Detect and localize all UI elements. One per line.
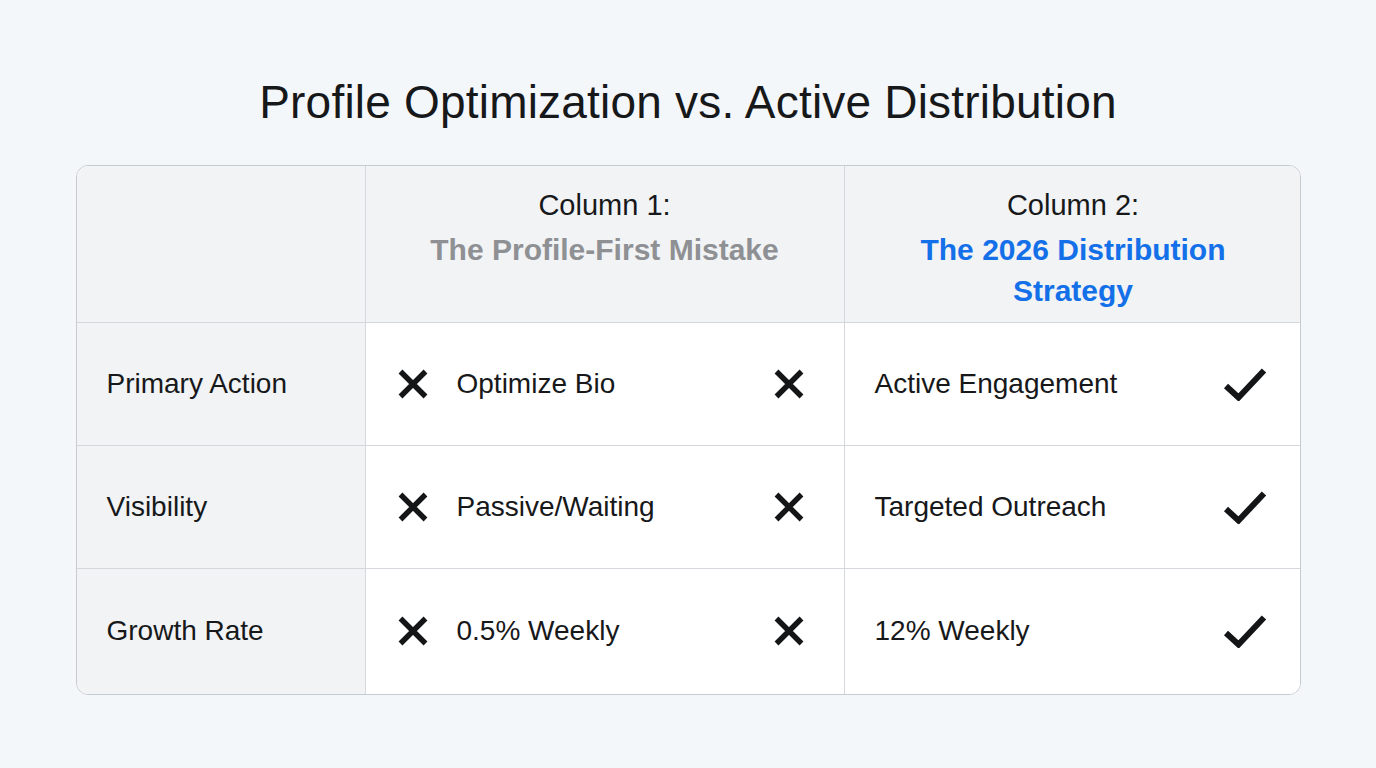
x-icon bbox=[772, 490, 806, 524]
cell-value: Optimize Bio bbox=[457, 368, 616, 400]
column-2-header-label: Column 2: bbox=[885, 187, 1262, 225]
row-label-growth-rate: Growth Rate bbox=[77, 569, 366, 694]
column-2-header: Column 2: The 2026 Distribution Strategy bbox=[845, 166, 1301, 323]
x-icon bbox=[396, 490, 430, 524]
check-icon bbox=[1222, 367, 1268, 401]
check-icon bbox=[1222, 614, 1268, 648]
column-1-header-sublabel: The Profile-First Mistake bbox=[406, 229, 804, 270]
cell-visibility-strategy: Targeted Outreach bbox=[845, 446, 1301, 569]
x-icon bbox=[772, 367, 806, 401]
column-1-header: Column 1: The Profile-First Mistake bbox=[366, 166, 845, 323]
column-2-header-sublabel: The 2026 Distribution Strategy bbox=[885, 229, 1262, 312]
column-1-header-label: Column 1: bbox=[406, 187, 804, 225]
slide-background: Profile Optimization vs. Active Distribu… bbox=[0, 0, 1376, 768]
cell-value: 12% Weekly bbox=[875, 615, 1030, 647]
cell-growth-rate-mistake: 0.5% Weekly bbox=[366, 569, 845, 694]
comparison-table: Column 1: The Profile-First Mistake Colu… bbox=[76, 165, 1301, 695]
row-label-visibility: Visibility bbox=[77, 446, 366, 569]
cell-value: Active Engagement bbox=[875, 368, 1118, 400]
cell-value: 0.5% Weekly bbox=[457, 615, 620, 647]
cell-primary-action-strategy: Active Engagement bbox=[845, 323, 1301, 446]
cell-visibility-mistake: Passive/Waiting bbox=[366, 446, 845, 569]
check-icon bbox=[1222, 490, 1268, 524]
page-title: Profile Optimization vs. Active Distribu… bbox=[0, 76, 1376, 129]
cell-primary-action-mistake: Optimize Bio bbox=[366, 323, 845, 446]
cell-value: Passive/Waiting bbox=[457, 491, 655, 523]
x-icon bbox=[396, 367, 430, 401]
cell-growth-rate-strategy: 12% Weekly bbox=[845, 569, 1301, 694]
x-icon bbox=[772, 614, 806, 648]
cell-value: Targeted Outreach bbox=[875, 491, 1107, 523]
table-corner-cell bbox=[77, 166, 366, 323]
row-label-primary-action: Primary Action bbox=[77, 323, 366, 446]
x-icon bbox=[396, 614, 430, 648]
